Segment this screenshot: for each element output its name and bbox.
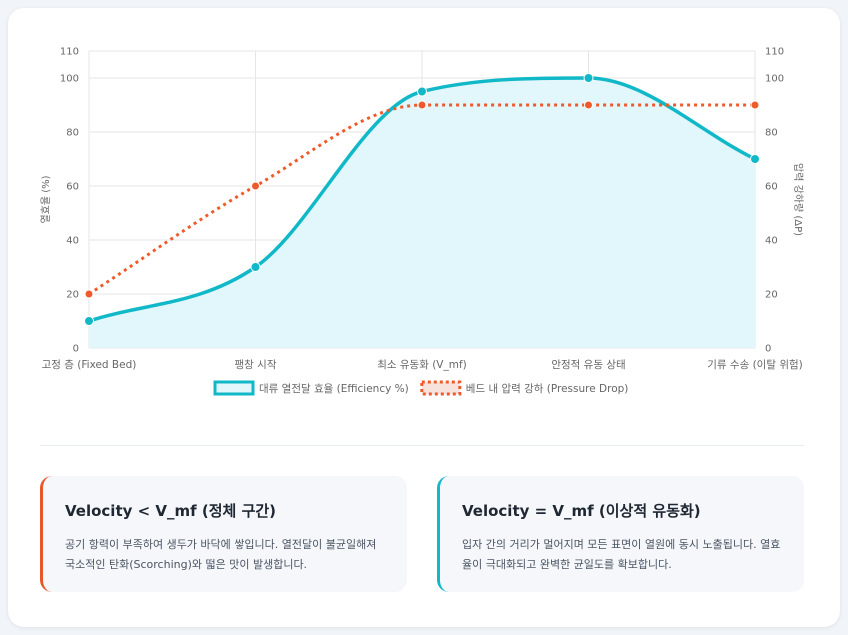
series-2-point [750, 100, 760, 110]
series-2-point [84, 289, 94, 299]
legend-swatch-1 [213, 380, 255, 396]
series-2-point [417, 100, 427, 110]
y-left-tick-label: 80 [66, 128, 79, 139]
x-tick-label: 기류 수송 (이탈 위험) [707, 358, 803, 371]
y-left-axis-title: 열효율 (%) [40, 175, 52, 223]
y-right-axis-title: 압력 강하량 (ΔP) [792, 163, 805, 236]
divider [40, 445, 804, 446]
y-right-tick-label: 60 [765, 182, 778, 193]
y-left-tick-label: 100 [60, 74, 79, 85]
y-right-tick-label: 0 [765, 344, 771, 355]
x-tick-label: 안정적 유동 상태 [551, 359, 625, 371]
y-right-tick-label: 80 [765, 128, 778, 139]
y-left-tick-label: 20 [66, 290, 79, 301]
info-card-stagnant: Velocity < V_mf (정체 구간) 공기 항력이 부족하여 생두가 … [40, 476, 407, 592]
series-line-2 [88, 103, 755, 296]
y-right-tick-label: 110 [765, 47, 784, 58]
info-card-body: 입자 간의 거리가 멀어지며 모든 표면이 열원에 동시 노출됩니다. 열효율이… [462, 538, 781, 571]
series-1-point [583, 73, 594, 83]
info-card-title: Velocity < V_mf (정체 구간) [65, 502, 277, 520]
series-1-point [84, 316, 94, 326]
y-left-tick-label: 110 [60, 47, 79, 58]
x-tick-label: 고정 층 (Fixed Bed) [42, 359, 137, 371]
series-1-point [250, 262, 261, 272]
series-2-point [251, 181, 260, 191]
y-right-tick-label: 100 [765, 74, 784, 85]
series-area-1 [89, 78, 755, 348]
series-line-1 [87, 76, 757, 323]
y-left-tick-label: 0 [73, 344, 79, 355]
series-1-point [750, 154, 760, 164]
legend-label-2: 베드 내 압력 강하 (Pressure Drop) [466, 382, 629, 395]
legend-label-1: 대류 열전달 효율 (Efficiency %) [259, 383, 409, 395]
y-left-tick-label: 60 [66, 182, 79, 193]
info-card-title: Velocity = V_mf (이상적 유동화) [462, 502, 701, 520]
y-right-tick-label: 40 [765, 236, 778, 247]
info-card-body: 공기 항력이 부족하여 생두가 바닥에 쌓입니다. 열전달이 불균일해져 국소적… [65, 538, 377, 571]
info-card-ideal: Velocity = V_mf (이상적 유동화) 입자 간의 거리가 멀어지며… [437, 476, 804, 592]
legend-swatch-2 [420, 380, 462, 396]
y-right-tick-label: 20 [765, 290, 778, 301]
series-1-point [417, 86, 427, 97]
chart: 0 20 40 60 80 100 110 0 20 40 60 80 100 110 고정 층 (Fixe… [40, 47, 805, 396]
x-tick-label: 팽창 시작 [235, 359, 277, 371]
y-left-tick-label: 40 [66, 236, 79, 247]
series-2-point [584, 100, 593, 110]
x-tick-label: 최소 유동화 (V_mf) [377, 359, 467, 371]
